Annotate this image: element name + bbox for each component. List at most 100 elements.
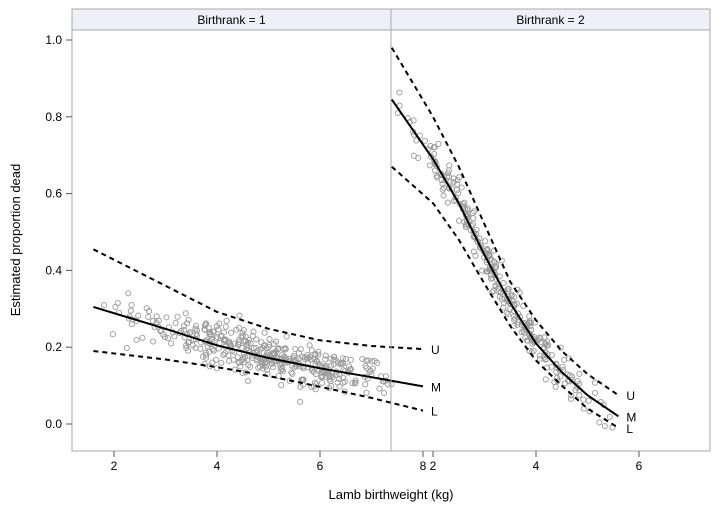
panel-birthrank-2: Birthrank = 2 UML xyxy=(390,8,711,452)
data-point xyxy=(554,378,561,385)
y-axis-title: Estimated proportion dead xyxy=(8,164,23,316)
data-point xyxy=(171,333,178,340)
data-point xyxy=(239,332,246,340)
data-point xyxy=(362,381,369,388)
data-point xyxy=(334,379,341,386)
x-tick-label: 2 xyxy=(430,459,437,473)
data-point xyxy=(495,288,502,295)
data-point xyxy=(168,340,175,347)
data-point xyxy=(228,329,235,336)
data-point xyxy=(553,368,560,375)
data-point xyxy=(297,346,304,353)
data-point xyxy=(220,329,228,336)
data-point xyxy=(439,172,446,179)
data-point xyxy=(250,328,257,335)
data-point xyxy=(446,162,453,169)
data-point xyxy=(311,379,319,386)
curve-label-L: L xyxy=(431,405,438,419)
x-axis-title: Lamb birthweight (kg) xyxy=(329,487,454,502)
data-point xyxy=(242,353,249,360)
curve-L xyxy=(93,350,424,412)
data-point xyxy=(426,162,433,169)
data-point xyxy=(592,389,599,396)
data-point xyxy=(511,315,519,322)
data-point xyxy=(503,309,510,316)
data-point xyxy=(500,280,507,287)
data-point xyxy=(139,334,146,341)
data-point xyxy=(278,382,285,389)
data-point xyxy=(359,355,366,363)
panel-2-curves: UML xyxy=(390,47,636,436)
panel-1-title: Birthrank = 1 xyxy=(197,13,266,27)
data-point xyxy=(278,367,285,374)
data-point xyxy=(347,356,354,363)
data-point xyxy=(273,348,280,355)
data-point xyxy=(526,347,533,354)
data-point xyxy=(455,217,462,224)
data-point xyxy=(474,238,481,245)
data-point xyxy=(235,338,243,345)
data-point xyxy=(352,379,359,386)
data-point xyxy=(264,370,271,378)
data-point xyxy=(427,153,435,160)
x-tick-label: 8 xyxy=(420,459,427,473)
data-point xyxy=(591,379,599,386)
data-point xyxy=(250,344,257,352)
data-point xyxy=(435,140,442,148)
data-point xyxy=(133,336,140,343)
panel-2-points xyxy=(394,89,616,431)
data-point xyxy=(319,379,326,386)
data-point xyxy=(536,352,543,359)
curve-U xyxy=(390,47,619,397)
data-point xyxy=(464,207,471,214)
data-point xyxy=(297,398,304,405)
data-point xyxy=(312,351,319,358)
data-point xyxy=(160,331,167,338)
x-tick-label: 6 xyxy=(317,459,324,473)
data-point xyxy=(369,358,376,365)
data-point xyxy=(332,356,339,364)
data-point xyxy=(376,385,383,392)
data-point xyxy=(340,374,347,381)
data-point xyxy=(342,355,349,363)
data-point xyxy=(322,352,329,359)
data-point xyxy=(295,355,302,363)
data-point xyxy=(606,413,613,420)
data-point xyxy=(472,252,479,259)
data-point xyxy=(464,205,471,212)
data-point xyxy=(149,318,156,325)
data-point xyxy=(236,359,243,366)
data-point xyxy=(127,307,134,314)
data-point xyxy=(112,303,119,310)
data-point xyxy=(315,351,322,358)
data-point xyxy=(444,170,452,177)
data-point xyxy=(253,344,260,352)
data-point xyxy=(180,322,188,329)
data-point xyxy=(333,371,340,378)
data-point xyxy=(262,363,269,370)
y-tick-label: 0.8 xyxy=(45,110,62,124)
data-point xyxy=(128,301,135,309)
data-point xyxy=(125,290,132,297)
data-point xyxy=(585,397,592,404)
data-point xyxy=(276,361,283,368)
curve-label-U: U xyxy=(626,389,635,403)
y-tick-label: 0.0 xyxy=(45,417,62,431)
data-point xyxy=(280,345,287,352)
data-point xyxy=(427,142,434,149)
data-point xyxy=(526,313,533,320)
data-point xyxy=(341,378,348,385)
data-point xyxy=(283,333,290,340)
data-point xyxy=(536,355,544,362)
data-point xyxy=(243,342,250,349)
data-point xyxy=(318,369,325,376)
data-point xyxy=(363,389,370,396)
data-point xyxy=(295,349,303,356)
y-axis: 0.0 0.2 0.4 0.6 0.8 1.0 xyxy=(45,33,72,431)
data-point xyxy=(245,361,252,369)
data-point xyxy=(580,396,587,403)
data-point xyxy=(515,319,522,326)
data-point xyxy=(543,338,551,345)
data-point xyxy=(461,218,468,226)
data-point xyxy=(453,181,461,188)
